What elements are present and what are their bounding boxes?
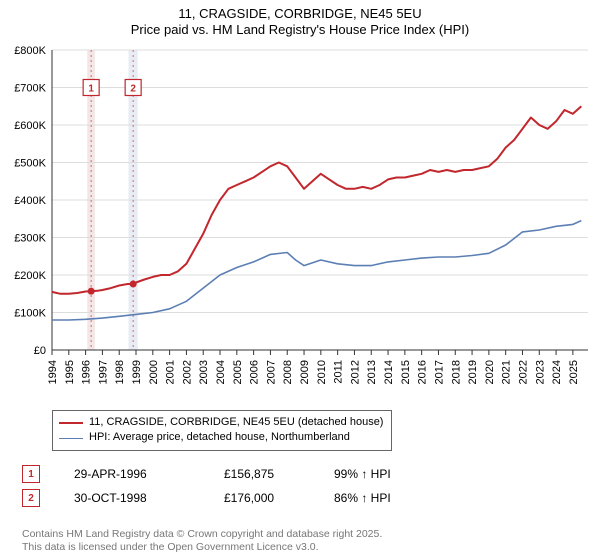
legend-swatch [59, 422, 83, 424]
svg-text:£400K: £400K [14, 195, 46, 207]
chart-area: £0 £100K £200K £300K £400K £500K £600K £700K £80… [0, 44, 600, 404]
svg-text:2025: 2025 [568, 360, 580, 384]
svg-text:2009: 2009 [299, 360, 311, 384]
svg-text:2022: 2022 [517, 360, 529, 384]
svg-text:2001: 2001 [165, 360, 177, 384]
svg-text:2021: 2021 [501, 360, 513, 384]
sale-price: £176,000 [224, 491, 334, 505]
title-line-2: Price paid vs. HM Land Registry's House … [0, 22, 600, 38]
svg-text:2004: 2004 [215, 360, 227, 384]
legend-label: HPI: Average price, detached house, Nort… [89, 430, 350, 445]
svg-text:1: 1 [88, 84, 94, 95]
svg-text:1997: 1997 [97, 360, 109, 384]
svg-text:2018: 2018 [450, 360, 462, 384]
line-chart: £0 £100K £200K £300K £400K £500K £600K £700K £80… [0, 44, 600, 404]
sale-date: 29-APR-1996 [74, 467, 224, 481]
sale-vs-hpi: 86% ↑ HPI [334, 491, 454, 505]
footer-line-2: This data is licensed under the Open Gov… [22, 541, 382, 554]
svg-text:2006: 2006 [249, 360, 261, 384]
sale-vs-hpi: 99% ↑ HPI [334, 467, 454, 481]
sale-date: 30-OCT-1998 [74, 491, 224, 505]
sale-marker: 1 [22, 465, 40, 483]
svg-text:2010: 2010 [316, 360, 328, 384]
svg-text:2023: 2023 [534, 360, 546, 384]
sales-table: 1 29-APR-1996£156,87599% ↑ HPI 2 30-OCT-199… [22, 462, 454, 510]
svg-text:1998: 1998 [114, 360, 126, 384]
svg-text:2024: 2024 [551, 360, 563, 384]
legend-item: 11, CRAGSIDE, CORBRIDGE, NE45 5EU (detac… [59, 415, 383, 430]
svg-text:2005: 2005 [232, 360, 244, 384]
svg-text:1994: 1994 [47, 360, 59, 384]
svg-text:2: 2 [130, 84, 136, 95]
svg-text:£800K: £800K [14, 45, 46, 57]
svg-text:1999: 1999 [131, 360, 143, 384]
svg-text:2003: 2003 [198, 360, 210, 384]
svg-text:2011: 2011 [333, 360, 345, 384]
svg-text:2007: 2007 [265, 360, 277, 384]
sale-marker: 2 [22, 489, 40, 507]
svg-text:2015: 2015 [400, 360, 412, 384]
legend: 11, CRAGSIDE, CORBRIDGE, NE45 5EU (detac… [52, 410, 392, 451]
svg-text:1996: 1996 [81, 360, 93, 384]
svg-text:£100K: £100K [14, 308, 46, 320]
svg-text:£200K: £200K [14, 270, 46, 282]
svg-text:2008: 2008 [282, 360, 294, 384]
svg-text:£500K: £500K [14, 158, 46, 170]
svg-text:2013: 2013 [366, 360, 378, 384]
svg-text:£300K: £300K [14, 233, 46, 245]
svg-text:2016: 2016 [417, 360, 429, 384]
chart-title: 11, CRAGSIDE, CORBRIDGE, NE45 5EU Price … [0, 0, 600, 39]
svg-text:2014: 2014 [383, 360, 395, 384]
svg-text:2002: 2002 [181, 360, 193, 384]
footer-line-1: Contains HM Land Registry data © Crown c… [22, 528, 382, 541]
svg-text:£0: £0 [34, 345, 46, 357]
svg-text:2012: 2012 [349, 360, 361, 384]
legend-label: 11, CRAGSIDE, CORBRIDGE, NE45 5EU (detac… [89, 415, 383, 430]
svg-text:£600K: £600K [14, 120, 46, 132]
sale-price: £156,875 [224, 467, 334, 481]
svg-text:1995: 1995 [64, 360, 76, 384]
sale-row: 2 30-OCT-1998£176,00086% ↑ HPI [22, 486, 454, 510]
svg-text:2019: 2019 [467, 360, 479, 384]
svg-text:2017: 2017 [433, 360, 445, 384]
legend-item: HPI: Average price, detached house, Nort… [59, 430, 383, 445]
title-line-1: 11, CRAGSIDE, CORBRIDGE, NE45 5EU [0, 6, 600, 22]
sale-row: 1 29-APR-1996£156,87599% ↑ HPI [22, 462, 454, 486]
svg-text:2020: 2020 [484, 360, 496, 384]
svg-text:£700K: £700K [14, 83, 46, 95]
attribution-footer: Contains HM Land Registry data © Crown c… [22, 528, 382, 554]
svg-text:2000: 2000 [148, 360, 160, 384]
legend-swatch [59, 438, 83, 439]
